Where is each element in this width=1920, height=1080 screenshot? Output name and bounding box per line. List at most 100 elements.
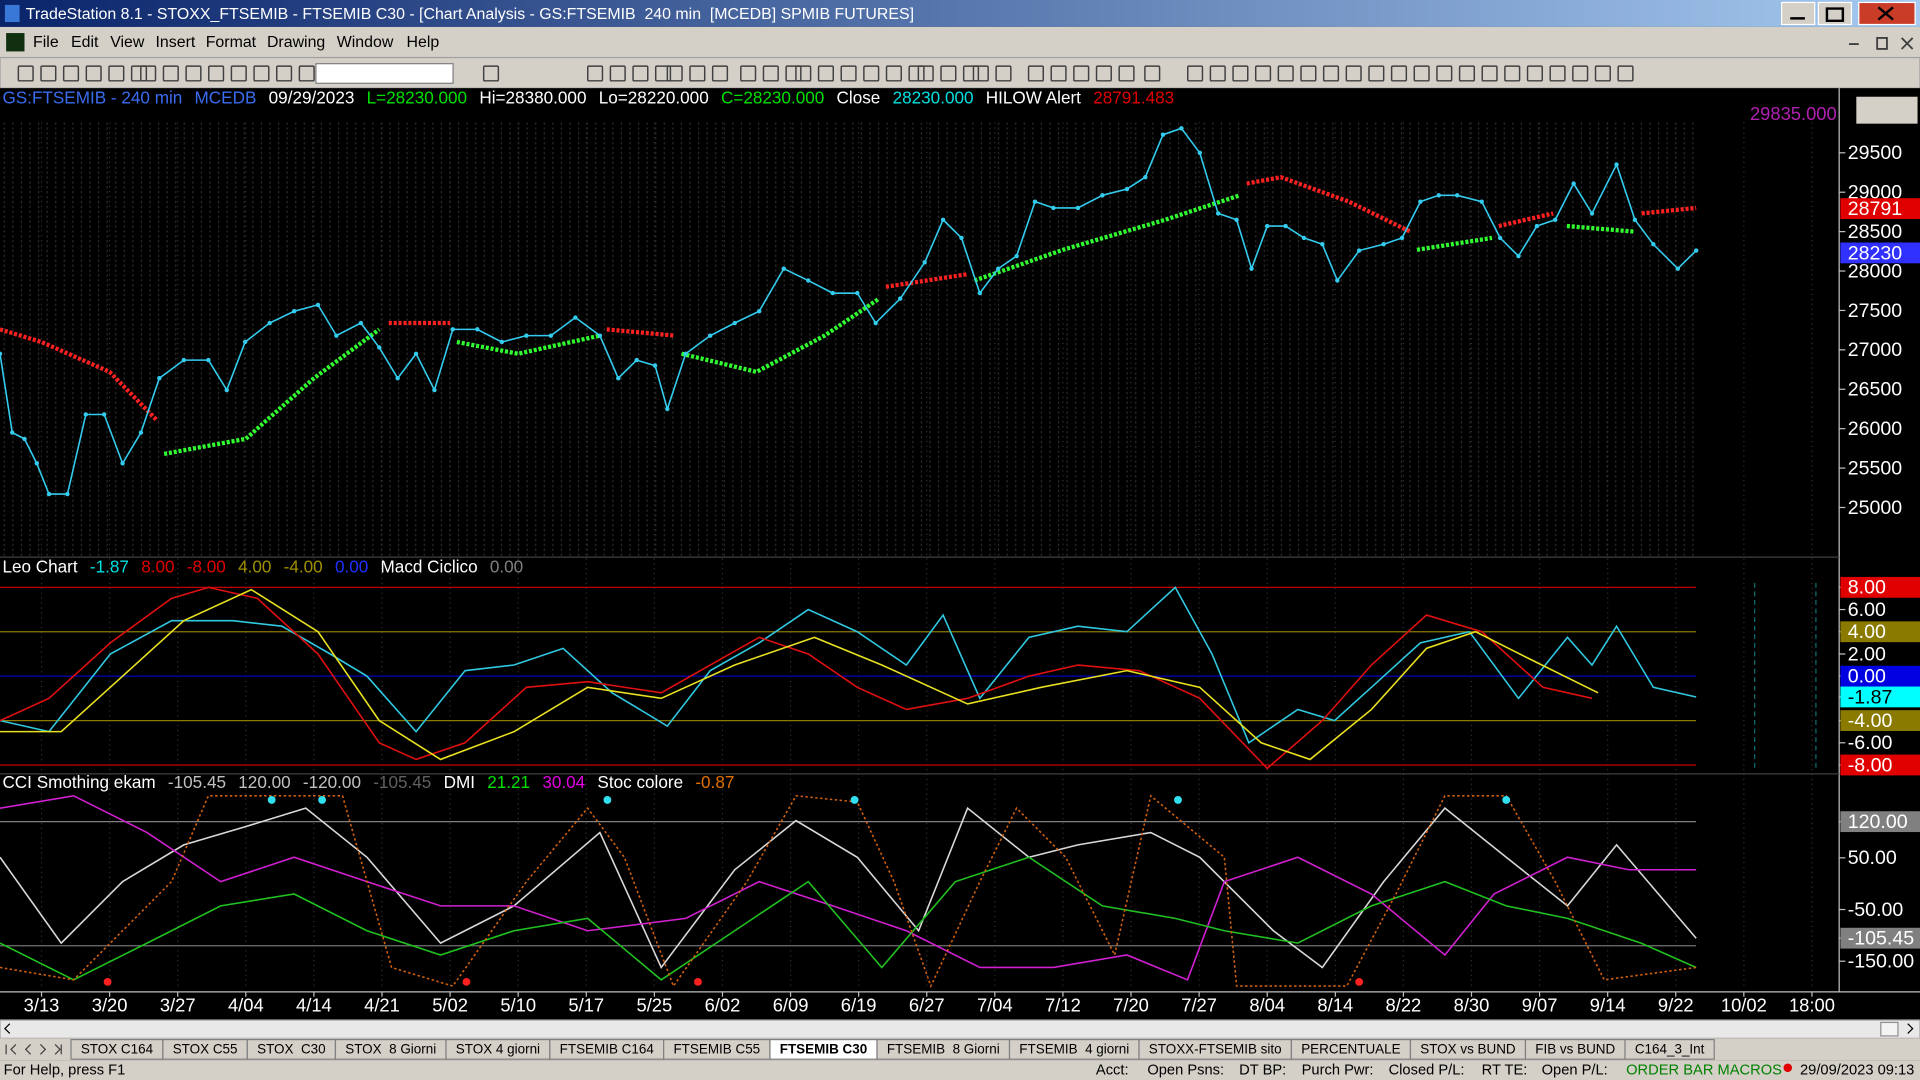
tool-button[interactable] — [1209, 65, 1226, 82]
tool-button[interactable] — [1027, 65, 1044, 82]
tool-button[interactable] — [840, 65, 857, 82]
tool-button[interactable] — [482, 65, 500, 82]
scrollbar[interactable] — [0, 1019, 1920, 1039]
tab-nav[interactable] — [5, 1044, 62, 1055]
tool-button[interactable] — [762, 65, 779, 82]
tab-label[interactable]: STOX C164 — [81, 1042, 154, 1057]
tool-button[interactable] — [1118, 65, 1135, 82]
scroll-thumb[interactable] — [1880, 1021, 1899, 1037]
tool-button[interactable] — [917, 65, 934, 82]
tool-button[interactable] — [140, 65, 157, 82]
tool-button[interactable] — [1390, 65, 1408, 82]
signal-dot — [1174, 796, 1182, 804]
tool-button[interactable] — [17, 65, 34, 82]
menu-item[interactable]: Help — [407, 34, 440, 51]
tab-label[interactable]: STOX C30 — [257, 1042, 326, 1057]
tool-button[interactable] — [1322, 65, 1340, 82]
tool-button[interactable] — [1050, 65, 1067, 82]
menu-item[interactable]: Drawing — [267, 34, 325, 51]
tool-button[interactable] — [85, 65, 102, 82]
tool-button[interactable] — [1481, 65, 1498, 82]
price-marker — [1840, 198, 1920, 220]
tab-label[interactable]: FTSEMIB C164 — [560, 1042, 655, 1057]
tab[interactable] — [1624, 1038, 1715, 1060]
tool-button[interactable] — [689, 65, 706, 82]
tool-button[interactable] — [62, 65, 80, 82]
minimize-button[interactable] — [1781, 1, 1816, 26]
tab-label[interactable]: STOX 8 Giorni — [345, 1042, 436, 1057]
tool-button[interactable] — [1144, 65, 1161, 82]
tab-label[interactable]: STOX 4 giorni — [456, 1042, 540, 1057]
tool-button[interactable] — [1572, 65, 1589, 82]
tool-button[interactable] — [276, 65, 293, 82]
tab-label[interactable]: FTSEMIB C55 — [673, 1042, 760, 1057]
tab-label[interactable]: FIB vs BUND — [1535, 1042, 1615, 1057]
tool-button[interactable] — [208, 65, 225, 82]
tab-label[interactable]: FTSEMIB C30 — [780, 1042, 867, 1057]
tool-button[interactable] — [962, 65, 980, 82]
tool-button[interactable] — [1526, 65, 1543, 82]
tab-label[interactable]: STOXX-FTSEMIB sito — [1149, 1042, 1282, 1057]
tool-button[interactable] — [632, 65, 649, 82]
tab-label[interactable]: STOX C55 — [173, 1042, 238, 1057]
menu-item[interactable]: View — [110, 34, 145, 51]
tool-button[interactable] — [1254, 65, 1272, 82]
tool-button[interactable] — [1504, 65, 1521, 82]
tool-button[interactable] — [1187, 65, 1204, 82]
tool-button[interactable] — [1617, 65, 1634, 82]
x-tick-label: 6/19 — [841, 994, 877, 1015]
pane-controls[interactable] — [1856, 96, 1918, 124]
tool-button[interactable] — [253, 65, 270, 82]
menu-item[interactable]: File — [33, 34, 59, 51]
tool-button[interactable] — [711, 65, 729, 82]
tool-button[interactable] — [1368, 65, 1385, 82]
menu-item[interactable]: Insert — [156, 34, 196, 51]
tool-button[interactable] — [1594, 65, 1611, 82]
tool-button[interactable] — [40, 65, 57, 82]
tool-button[interactable] — [1458, 65, 1476, 82]
tab-label[interactable]: FTSEMIB 4 giorni — [1019, 1042, 1129, 1057]
window-controls[interactable] — [1781, 1, 1916, 26]
tool-button[interactable] — [1300, 65, 1317, 82]
tool-button[interactable] — [654, 65, 672, 82]
tool-button[interactable] — [740, 65, 757, 82]
tool-button[interactable] — [795, 65, 812, 82]
tool-button[interactable] — [1095, 65, 1112, 82]
tool-button[interactable] — [162, 65, 179, 82]
tool-button[interactable] — [108, 65, 125, 82]
tool-button[interactable] — [1232, 65, 1249, 82]
tool-button[interactable] — [1549, 65, 1566, 82]
tool-button[interactable] — [1345, 65, 1362, 82]
header-item: -105.45 — [373, 772, 431, 792]
tool-button[interactable] — [609, 65, 626, 82]
symbol-combo[interactable] — [315, 63, 454, 84]
tool-button[interactable] — [817, 65, 834, 82]
tab-label[interactable]: C164_3_Int — [1635, 1042, 1705, 1057]
tool-button[interactable] — [972, 65, 989, 82]
tab-label[interactable]: STOX vs BUND — [1420, 1042, 1516, 1057]
tab-label[interactable]: FTSEMIB 8 Giorni — [887, 1042, 1000, 1057]
tool-button[interactable] — [785, 65, 802, 82]
menu-item[interactable]: Format — [206, 34, 257, 51]
tool-button[interactable] — [885, 65, 902, 82]
tool-button[interactable] — [1413, 65, 1430, 82]
close-point — [548, 333, 554, 338]
tool-button[interactable] — [1436, 65, 1453, 82]
tool-button[interactable] — [185, 65, 202, 82]
menu-item[interactable]: Window — [337, 34, 394, 51]
tab-label[interactable]: PERCENTUALE — [1301, 1042, 1400, 1057]
tool-button[interactable] — [587, 65, 604, 82]
menu-item[interactable]: Edit — [71, 34, 99, 51]
x-tick-label: 7/20 — [1113, 994, 1149, 1015]
tool-button[interactable] — [1073, 65, 1090, 82]
tool-button[interactable] — [995, 65, 1012, 82]
doc-controls[interactable] — [1848, 37, 1914, 50]
tool-button[interactable] — [908, 65, 925, 82]
tool-button[interactable] — [130, 65, 148, 82]
tool-button[interactable] — [298, 65, 315, 82]
tool-button[interactable] — [940, 65, 957, 82]
tool-button[interactable] — [666, 65, 683, 82]
tool-button[interactable] — [1277, 65, 1294, 82]
tool-button[interactable] — [863, 65, 880, 82]
tool-button[interactable] — [230, 65, 247, 82]
